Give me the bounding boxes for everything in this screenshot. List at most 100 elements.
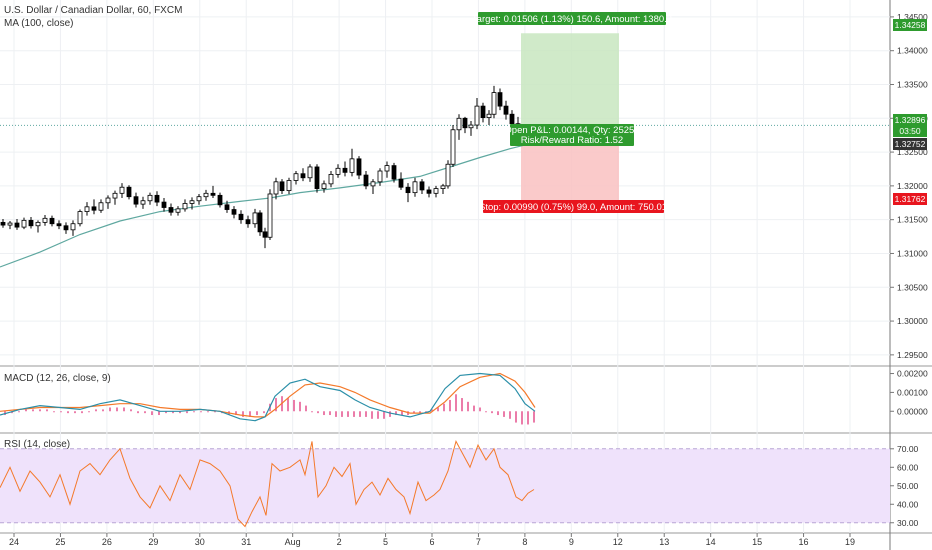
stop-price-badge: 1.31762: [893, 193, 927, 205]
time-tick-label: 13: [659, 537, 669, 547]
macd-histogram-bar: [39, 409, 41, 412]
candle-body: [356, 158, 362, 176]
candle-body: [28, 219, 34, 227]
macd-histogram-bar: [323, 411, 325, 416]
macd-histogram-bar: [359, 411, 361, 417]
macd-histogram-bar: [431, 409, 433, 412]
candle: [168, 203, 174, 216]
macd-histogram-bar: [151, 411, 153, 416]
candle: [217, 192, 223, 208]
candle: [491, 85, 497, 119]
macd-histogram-bar: [329, 411, 331, 416]
macd-histogram-bar: [503, 411, 505, 417]
macd-histogram-bar: [527, 411, 529, 425]
price-axis[interactable]: 1.345001.340001.335001.330001.325001.320…: [890, 12, 928, 528]
candle-body: [189, 200, 195, 204]
candle: [321, 180, 327, 193]
macd-histogram-bar: [371, 411, 373, 419]
macd-histogram-bar: [467, 401, 469, 412]
candle-body: [262, 231, 268, 238]
candle: [286, 177, 292, 194]
candle: [279, 179, 285, 194]
macd-histogram-bar: [186, 411, 188, 414]
symbol-title: U.S. Dollar / Canadian Dollar, 60, FXCM: [4, 5, 182, 16]
macd-legend: MACD (12, 26, close, 9): [4, 373, 111, 384]
candles-layer[interactable]: [0, 85, 521, 249]
macd-layer: [0, 372, 536, 425]
macd-histogram-bar: [53, 411, 55, 413]
candle: [105, 195, 111, 209]
macd-histogram-bar: [200, 411, 202, 413]
macd-histogram-bar: [172, 411, 174, 414]
macd-histogram-bar: [419, 411, 421, 414]
macd-histogram-bar: [317, 411, 319, 414]
candle-body: [445, 163, 451, 187]
price-tick-label: 1.32500: [897, 147, 928, 157]
rsi-band-layer: [0, 448, 890, 524]
time-tick-label: Aug: [285, 537, 301, 547]
candle: [440, 183, 446, 194]
candle: [335, 164, 341, 178]
macd-histogram-bar: [461, 398, 463, 412]
svg-text:1.32896: 1.32896: [895, 115, 926, 125]
macd-histogram-bar: [515, 411, 517, 423]
candle: [462, 116, 468, 134]
time-tick-label: 16: [799, 537, 809, 547]
pnl-label-box[interactable]: [510, 124, 634, 146]
candle: [412, 177, 418, 197]
macd-histogram-bar: [207, 411, 209, 413]
price-tick-label: 1.32000: [897, 181, 928, 191]
macd-histogram-bar: [413, 411, 415, 414]
macd-histogram-bar: [437, 407, 439, 412]
candle: [91, 199, 97, 215]
macd-histogram-bar: [18, 411, 20, 413]
candle: [267, 189, 273, 240]
candle-body: [252, 212, 258, 225]
candle-body: [384, 165, 390, 172]
candle-body: [391, 165, 397, 180]
macd-histogram-bar: [67, 411, 69, 414]
candle: [456, 114, 462, 140]
target-label: Target: 0.01506 (1.13%) 150.6, Amount: 1…: [472, 14, 672, 25]
candle: [486, 110, 492, 126]
candle: [28, 216, 34, 229]
candle: [231, 206, 237, 219]
macd-histogram-bar: [485, 411, 487, 413]
candle: [300, 168, 306, 182]
price-tick-label: 1.30500: [897, 282, 928, 292]
time-tick-label: 6: [429, 537, 434, 547]
candle-body: [491, 92, 497, 115]
candle-body: [412, 181, 418, 194]
candle: [35, 220, 41, 233]
candle: [398, 172, 404, 190]
macd-signal-line: [0, 372, 536, 418]
candle-body: [314, 166, 320, 189]
candle-body: [398, 178, 404, 188]
macd-histogram-bar: [249, 411, 251, 417]
macd-histogram-bar: [353, 411, 355, 417]
macd-histogram-bar: [389, 411, 391, 417]
candle: [450, 125, 456, 167]
candle: [112, 190, 118, 205]
candle: [7, 221, 13, 230]
candle-body: [377, 170, 383, 183]
candle-body: [70, 223, 76, 231]
stop-label-box[interactable]: [483, 200, 664, 213]
macd-histogram-bar: [275, 398, 277, 412]
rsi-legend: RSI (14, close): [4, 439, 70, 450]
stop-zone: [521, 135, 619, 202]
candle-body: [286, 180, 292, 192]
candle: [140, 196, 146, 209]
candle-body: [112, 192, 118, 199]
time-axis[interactable]: 24 25 26 29 30 31 Aug 2 5 6 7 8 9 12 13 14 15 16 19: [9, 533, 855, 547]
target-label-box[interactable]: [478, 12, 666, 25]
macd-histogram-bar: [521, 411, 523, 425]
candle-body: [480, 105, 486, 119]
candle: [314, 164, 320, 193]
time-tick-label: 30: [195, 537, 205, 547]
pnl-label: Open P&L: 0.00144, Qty: 25252: [504, 125, 639, 136]
macd-histogram-bar: [81, 411, 83, 414]
macd-histogram-bar: [74, 411, 76, 414]
ma-layer: [0, 140, 541, 268]
